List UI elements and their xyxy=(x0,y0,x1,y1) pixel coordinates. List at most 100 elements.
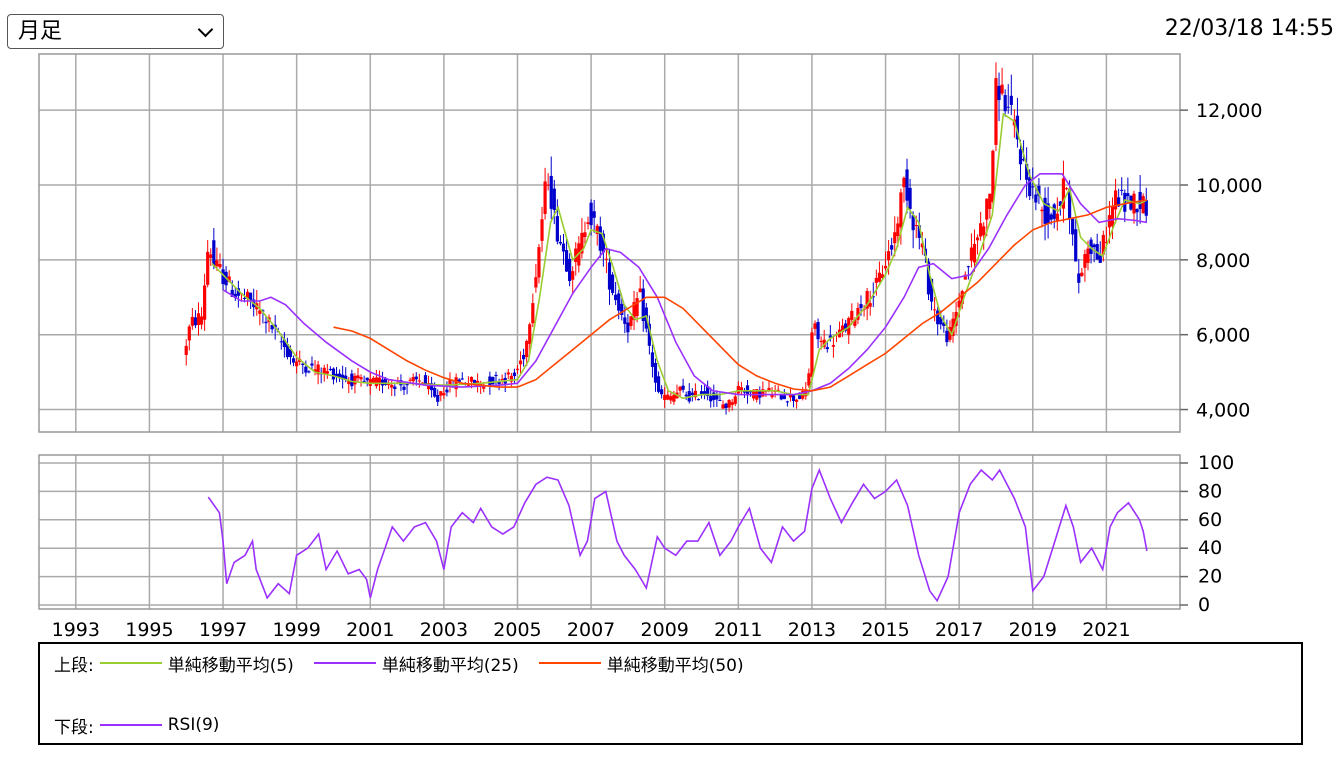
candle-body xyxy=(985,198,989,220)
candle-body xyxy=(457,379,461,383)
candle-body xyxy=(187,326,191,341)
candle-body xyxy=(561,243,566,252)
candle-body xyxy=(356,375,360,379)
candle-body xyxy=(1089,239,1093,254)
candle-body xyxy=(500,378,504,380)
candle-body xyxy=(206,251,210,285)
candle-body xyxy=(580,232,584,254)
legend: 上段: 単純移動平均(5) 単純移動平均(25) 単純移動平均(50) 下段: … xyxy=(38,642,1303,745)
candle-body xyxy=(1061,178,1066,209)
candle-body xyxy=(1021,159,1026,161)
candle-body xyxy=(699,391,704,396)
candle-body xyxy=(1132,193,1136,214)
candle-body xyxy=(1077,273,1081,283)
candle-body xyxy=(595,225,599,234)
legend-line-sma50 xyxy=(538,662,601,664)
candle-body xyxy=(966,266,970,268)
legend-lower-row: 下段: RSI(9) xyxy=(54,714,219,738)
candle-body xyxy=(844,323,848,331)
rsi-lines xyxy=(207,467,1148,603)
legend-item-rsi9: RSI(9) xyxy=(98,715,219,735)
candle-body xyxy=(390,384,394,388)
candle-body xyxy=(660,389,664,395)
candle-body xyxy=(537,247,541,278)
rsi-y-tick-label: 80 xyxy=(1198,480,1222,502)
candle-body xyxy=(344,375,348,380)
candle-body xyxy=(936,310,940,325)
candle-body xyxy=(951,318,955,337)
candle-body xyxy=(1037,185,1041,196)
candle-body xyxy=(626,322,630,333)
candle-body xyxy=(957,300,961,308)
candle-body xyxy=(534,277,538,288)
candle-body xyxy=(871,296,875,298)
period-select-value: 月足 xyxy=(18,18,63,44)
candle-body xyxy=(196,313,201,326)
rsi-panel-frame xyxy=(38,454,1181,610)
candle-body xyxy=(564,250,569,272)
candle-body xyxy=(334,373,339,377)
x-tick-label: 2005 xyxy=(493,619,541,640)
candle-body xyxy=(1123,192,1127,212)
candle-body xyxy=(494,374,498,377)
candle-body xyxy=(316,364,320,375)
candle-body xyxy=(641,288,645,322)
price-y-tick-label: 10,000 xyxy=(1196,175,1262,197)
candle-body xyxy=(810,332,814,377)
candle-body xyxy=(656,376,661,392)
candle-body xyxy=(669,396,673,401)
price-lines xyxy=(211,112,1148,400)
candle-body xyxy=(914,224,918,227)
candle-body xyxy=(1113,190,1118,210)
candle-body xyxy=(359,377,363,380)
candle-body xyxy=(586,222,590,224)
candle-body xyxy=(614,294,618,301)
candle-body xyxy=(770,394,774,398)
candle-body xyxy=(466,384,471,386)
candle-body xyxy=(684,394,688,397)
period-select[interactable]: 月足 xyxy=(7,14,224,49)
candle-body xyxy=(1049,214,1053,220)
candle-body xyxy=(969,247,974,261)
candle-body xyxy=(942,322,946,326)
legend-line-sma5 xyxy=(99,662,162,664)
candle-body xyxy=(353,375,357,385)
candle-body xyxy=(543,181,547,214)
candle-body xyxy=(954,311,958,326)
legend-text-sma25: 単純移動平均(25) xyxy=(381,655,519,676)
candle-body xyxy=(690,392,694,395)
candle-body xyxy=(1126,193,1130,197)
candle-body xyxy=(761,389,765,397)
candle-body xyxy=(1052,204,1056,219)
candle-body xyxy=(856,307,860,320)
candle-body xyxy=(905,169,909,201)
candle-body xyxy=(279,341,283,343)
candle-body xyxy=(850,310,854,320)
x-tick-label: 2017 xyxy=(935,619,983,640)
candle-body xyxy=(865,291,869,309)
candle-body xyxy=(1025,163,1029,180)
candle-body xyxy=(819,340,823,343)
candle-body xyxy=(558,241,563,244)
rsi-grid xyxy=(39,455,1180,609)
candle-body xyxy=(853,319,857,326)
candle-body xyxy=(926,261,931,295)
candle-body xyxy=(1101,234,1105,255)
candle-body xyxy=(506,372,510,375)
candle-body xyxy=(270,324,274,330)
candle-body xyxy=(604,258,609,260)
candle-body xyxy=(887,251,891,261)
candle-body xyxy=(1006,106,1010,108)
candle-body xyxy=(285,344,290,358)
candle-body xyxy=(249,292,253,301)
candle-body xyxy=(908,187,912,209)
candle-body xyxy=(1117,197,1121,207)
candle-body xyxy=(445,389,449,393)
candle-body xyxy=(782,395,786,400)
candle-body xyxy=(436,395,440,402)
candle-body xyxy=(1071,217,1075,235)
candle-body xyxy=(890,245,894,250)
candle-body xyxy=(402,386,406,390)
candle-body xyxy=(718,400,722,402)
candle-body xyxy=(1031,186,1035,188)
